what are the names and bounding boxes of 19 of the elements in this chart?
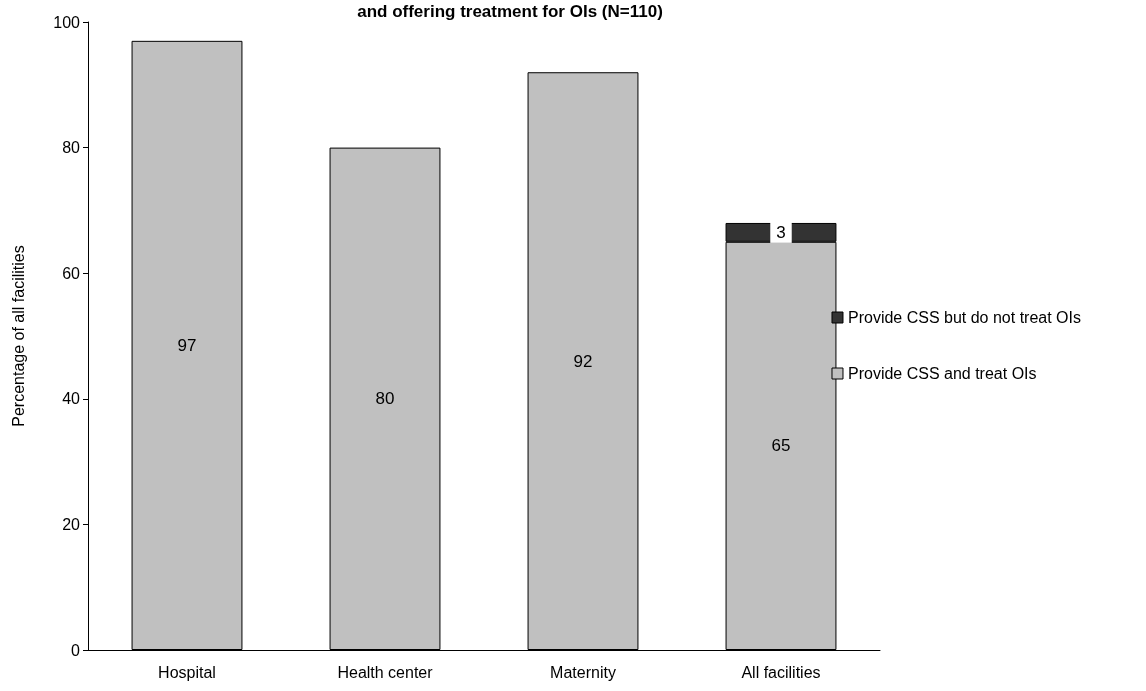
x-tick-label: Maternity (550, 663, 616, 681)
y-axis-title: Percentage of all facilities (9, 245, 27, 427)
legend-label: Provide CSS but do not treat OIs (847, 309, 1082, 326)
y-tick-label: 80 (62, 139, 81, 157)
legend-label: Provide CSS and treat OIs (847, 365, 1037, 382)
x-tick-label: All facilities (741, 663, 821, 681)
y-tick-label: 60 (62, 264, 81, 282)
data-label: 65 (771, 436, 791, 456)
y-tick-label: 0 (71, 641, 81, 659)
y-tick-label: 100 (53, 13, 81, 31)
data-label: 97 (177, 335, 197, 355)
data-label: 3 (776, 222, 786, 242)
y-tick-label: 20 (62, 515, 81, 533)
y-tick-label: 40 (62, 390, 81, 408)
chart-title: and offering treatment for OIs (N=110) (357, 2, 663, 21)
x-tick-label: Hospital (158, 663, 216, 681)
data-label: 80 (375, 389, 395, 409)
data-label: 92 (573, 351, 593, 371)
x-tick-label: Health center (337, 663, 434, 681)
